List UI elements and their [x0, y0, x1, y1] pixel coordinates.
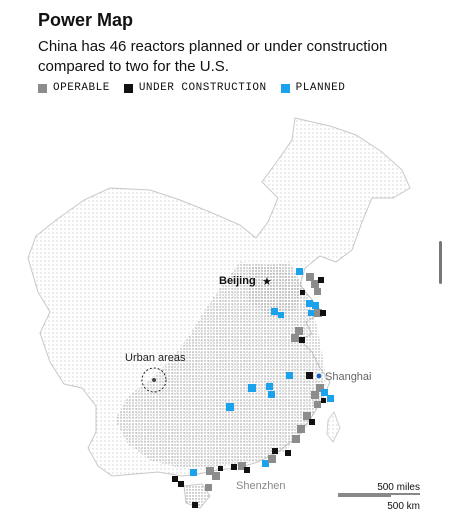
- reactor-planned: [306, 300, 313, 307]
- reactor-operable: [238, 462, 246, 470]
- reactor-planned: [190, 469, 197, 476]
- planned-swatch: [280, 83, 290, 93]
- dense-north-china-plain: [248, 262, 302, 318]
- reactor-under-construction: [272, 448, 278, 454]
- reactor-under-construction: [192, 502, 198, 508]
- reactor-planned: [248, 384, 256, 392]
- reactor-planned: [296, 268, 303, 275]
- reactor-planned: [286, 372, 293, 379]
- reactor-operable: [292, 435, 300, 443]
- reactor-under-construction: [320, 310, 326, 316]
- reactor-operable: [206, 467, 214, 475]
- shenzhen-label: Shenzhen: [236, 480, 286, 492]
- reactor-operable: [295, 327, 303, 335]
- reactor-planned: [271, 308, 278, 315]
- reactor-operable: [311, 391, 319, 399]
- scale-km-label: 500 km: [387, 501, 420, 512]
- reactor-planned: [321, 389, 328, 396]
- reactor-planned: [327, 395, 334, 402]
- legend-label-under-construction: UNDER CONSTRUCTION: [138, 82, 267, 94]
- reactor-under-construction: [299, 337, 305, 343]
- reactor-operable: [205, 484, 212, 491]
- reactor-under-construction: [321, 398, 326, 403]
- reactor-operable: [314, 309, 322, 317]
- taiwan-island: [326, 410, 341, 443]
- reactor-operable: [311, 280, 319, 288]
- operable-swatch: [38, 83, 47, 93]
- reactor-under-construction: [244, 467, 250, 473]
- legend: OPERABLE UNDER CONSTRUCTION PLANNED: [38, 82, 345, 94]
- reactor-operable: [297, 425, 305, 433]
- reactor-operable: [268, 455, 276, 463]
- reactor-planned: [278, 312, 284, 318]
- urban-area-center: [152, 378, 156, 382]
- reactor-operable: [291, 334, 299, 342]
- reactor-under-construction: [218, 466, 223, 471]
- scrollbar-thumb[interactable]: [439, 241, 442, 284]
- beijing-star-icon: ★: [262, 276, 272, 288]
- reactor-operable: [303, 412, 311, 420]
- reactor-operable: [306, 273, 314, 281]
- hainan-island: [183, 483, 211, 509]
- legend-item-under-construction: UNDER CONSTRUCTION: [123, 82, 267, 94]
- under-construction-swatch: [123, 83, 133, 93]
- chart-subtitle: China has 46 reactors planned or under c…: [38, 38, 388, 75]
- reactor-planned: [308, 310, 314, 316]
- reactor-under-construction: [178, 481, 184, 487]
- reactor-under-construction: [231, 464, 237, 470]
- shanghai-marker: [315, 372, 323, 380]
- reactor-planned: [312, 302, 319, 309]
- legend-label-planned: PLANNED: [295, 82, 346, 94]
- scale-miles-label: 500 miles: [377, 482, 420, 493]
- reactor-under-construction: [172, 476, 178, 482]
- scale-bar: 500 miles 500 km: [338, 482, 420, 512]
- reactor-operable: [212, 472, 220, 480]
- reactor-under-construction: [309, 419, 315, 425]
- reactor-planned: [268, 391, 275, 398]
- reactor-planned: [266, 383, 273, 390]
- reactor-operable: [314, 288, 321, 295]
- reactor-under-construction: [285, 450, 291, 456]
- reactor-under-construction: [300, 290, 305, 295]
- reactor-under-construction: [306, 372, 313, 379]
- reactor-planned: [226, 403, 234, 411]
- beijing-label: Beijing: [219, 275, 256, 287]
- legend-item-operable: OPERABLE: [38, 82, 110, 94]
- reactor-under-construction: [318, 277, 324, 283]
- urban-area-label: Urban areas: [125, 352, 186, 364]
- chart-title: Power Map: [38, 10, 134, 30]
- legend-item-planned: PLANNED: [280, 82, 346, 94]
- legend-label-operable: OPERABLE: [53, 82, 110, 94]
- reactor-markers: [172, 268, 334, 508]
- shanghai-label: Shanghai: [325, 371, 372, 383]
- reactor-operable: [316, 384, 324, 392]
- china-map: Urban areas Beijing ★ Shanghai Shenzhen: [27, 117, 420, 512]
- reactor-operable: [314, 401, 321, 408]
- urban-area-circle: [141, 367, 167, 393]
- reactor-planned: [262, 460, 269, 467]
